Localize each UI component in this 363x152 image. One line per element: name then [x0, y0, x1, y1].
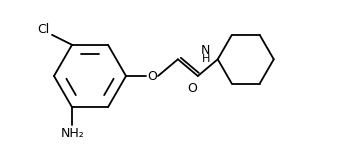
Text: Cl: Cl: [37, 23, 49, 36]
Text: NH₂: NH₂: [61, 127, 85, 140]
Text: O: O: [187, 81, 197, 95]
Text: H: H: [201, 54, 210, 64]
Text: O: O: [147, 69, 157, 83]
Text: N: N: [201, 44, 211, 57]
